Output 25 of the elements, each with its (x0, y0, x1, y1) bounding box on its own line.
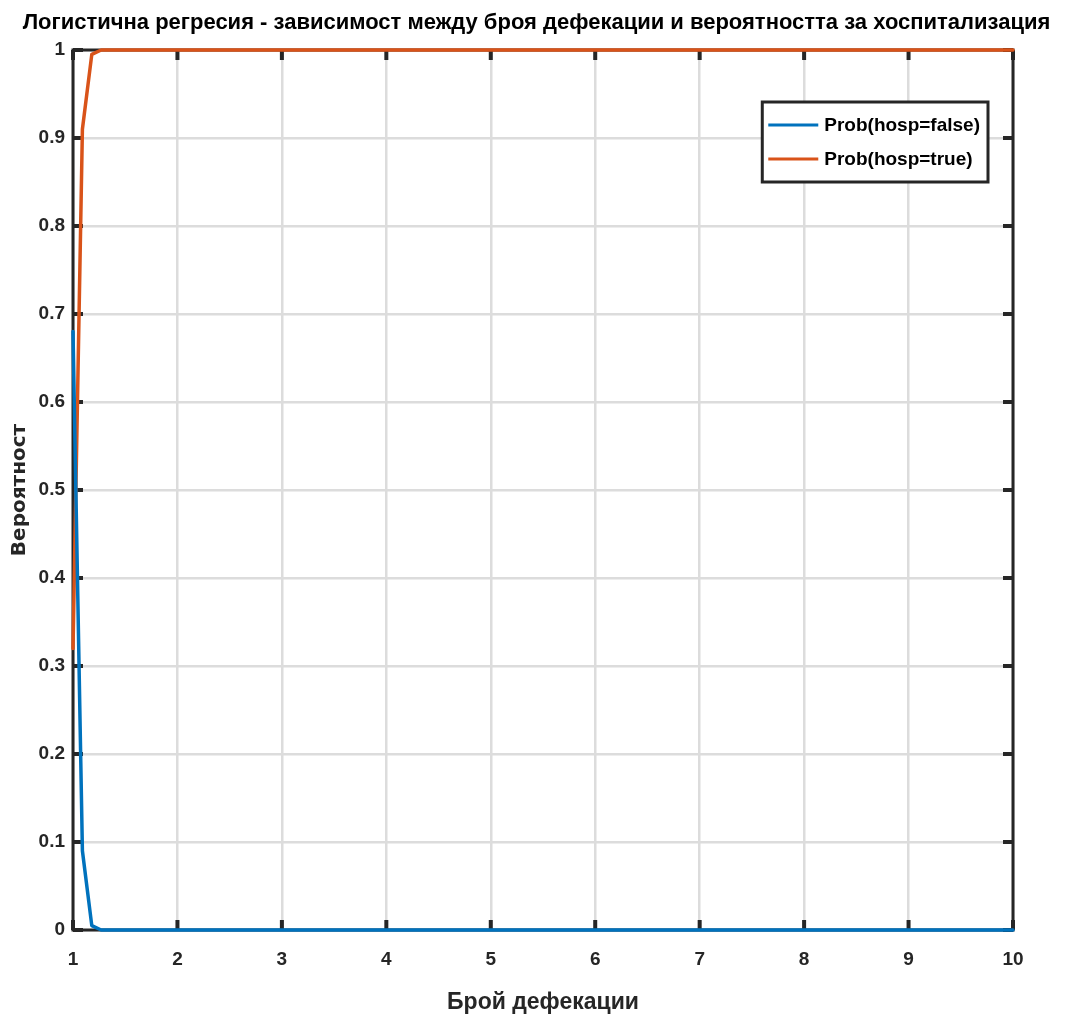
chart-title: Логистична регресия - зависимост между броя дефекации и вероятността за хоспитализация (22, 9, 1051, 35)
y-tick-label: 0.1 (38, 830, 66, 852)
y-tick-label: 0.4 (38, 566, 66, 588)
x-tick-label: 3 (276, 947, 288, 969)
y-tick-label: 0 (54, 918, 65, 940)
x-axis-title: Брой дефекации (447, 987, 639, 1014)
y-tick-label: 0.5 (38, 478, 66, 500)
x-tick-label: 10 (1002, 947, 1024, 969)
x-tick-label: 5 (485, 947, 497, 969)
x-tick-label: 2 (172, 947, 183, 969)
legend-label: Prob(hosp=true) (824, 148, 973, 170)
x-tick-label: 7 (694, 947, 705, 969)
y-tick-label: 0.6 (38, 390, 65, 412)
y-tick-label: 1 (54, 38, 66, 60)
legend-label: Prob(hosp=false) (824, 114, 981, 136)
x-tick-label: 4 (381, 947, 393, 969)
y-tick-label: 0.3 (38, 654, 65, 676)
y-tick-label: 0.8 (38, 214, 65, 236)
y-axis-title: Вероятност (6, 423, 31, 557)
x-tick-label: 6 (589, 947, 601, 969)
x-tick-label: 8 (798, 947, 810, 969)
y-tick-label: 0.2 (38, 742, 65, 764)
x-tick-label: 9 (903, 947, 914, 969)
y-tick-label: 0.9 (38, 126, 65, 148)
y-tick-label: 0.7 (38, 302, 65, 324)
